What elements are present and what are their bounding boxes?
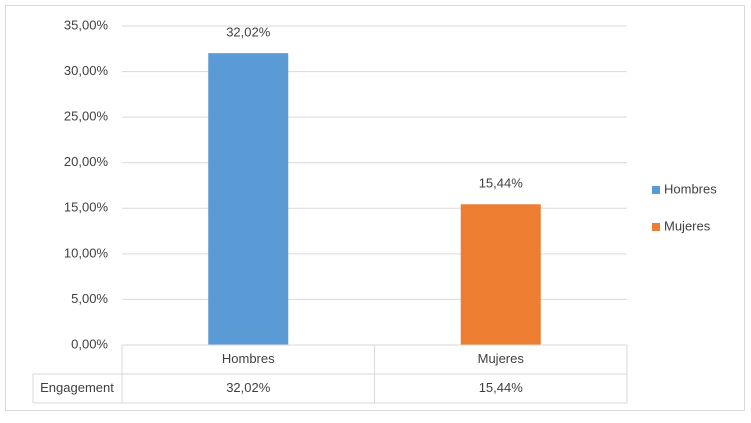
bar (460, 204, 541, 345)
y-tick-label: 5,00% (71, 291, 108, 306)
y-tick-label: 20,00% (64, 154, 109, 169)
x-tick-label: Hombres (222, 351, 275, 366)
legend-swatch (652, 186, 660, 194)
x-tick-label: Mujeres (478, 351, 525, 366)
y-tick-label: 25,00% (64, 109, 109, 124)
legend-swatch (652, 223, 660, 231)
y-tick-label: 30,00% (64, 63, 109, 78)
y-tick-label: 35,00% (64, 17, 109, 32)
y-tick-label: 0,00% (71, 336, 108, 351)
table-value: 32,02% (226, 380, 271, 395)
legend-label: Mujeres (664, 218, 711, 233)
y-tick-label: 10,00% (64, 245, 109, 260)
legend-label: Hombres (664, 181, 717, 196)
table-series-name: Engagement (40, 380, 114, 395)
y-tick-label: 15,00% (64, 200, 109, 215)
data-label: 15,44% (479, 176, 524, 191)
data-label: 32,02% (226, 25, 271, 40)
bar (208, 53, 289, 345)
table-value: 15,44% (479, 380, 524, 395)
